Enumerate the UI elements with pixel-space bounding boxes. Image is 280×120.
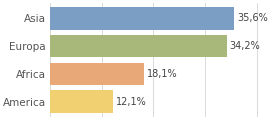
- Bar: [50, 63, 144, 85]
- Bar: [50, 35, 227, 57]
- Text: 35,6%: 35,6%: [237, 13, 268, 23]
- Text: 18,1%: 18,1%: [147, 69, 177, 79]
- Text: 34,2%: 34,2%: [230, 41, 260, 51]
- Bar: [50, 7, 234, 30]
- Bar: [50, 90, 113, 113]
- Text: 12,1%: 12,1%: [116, 97, 146, 107]
